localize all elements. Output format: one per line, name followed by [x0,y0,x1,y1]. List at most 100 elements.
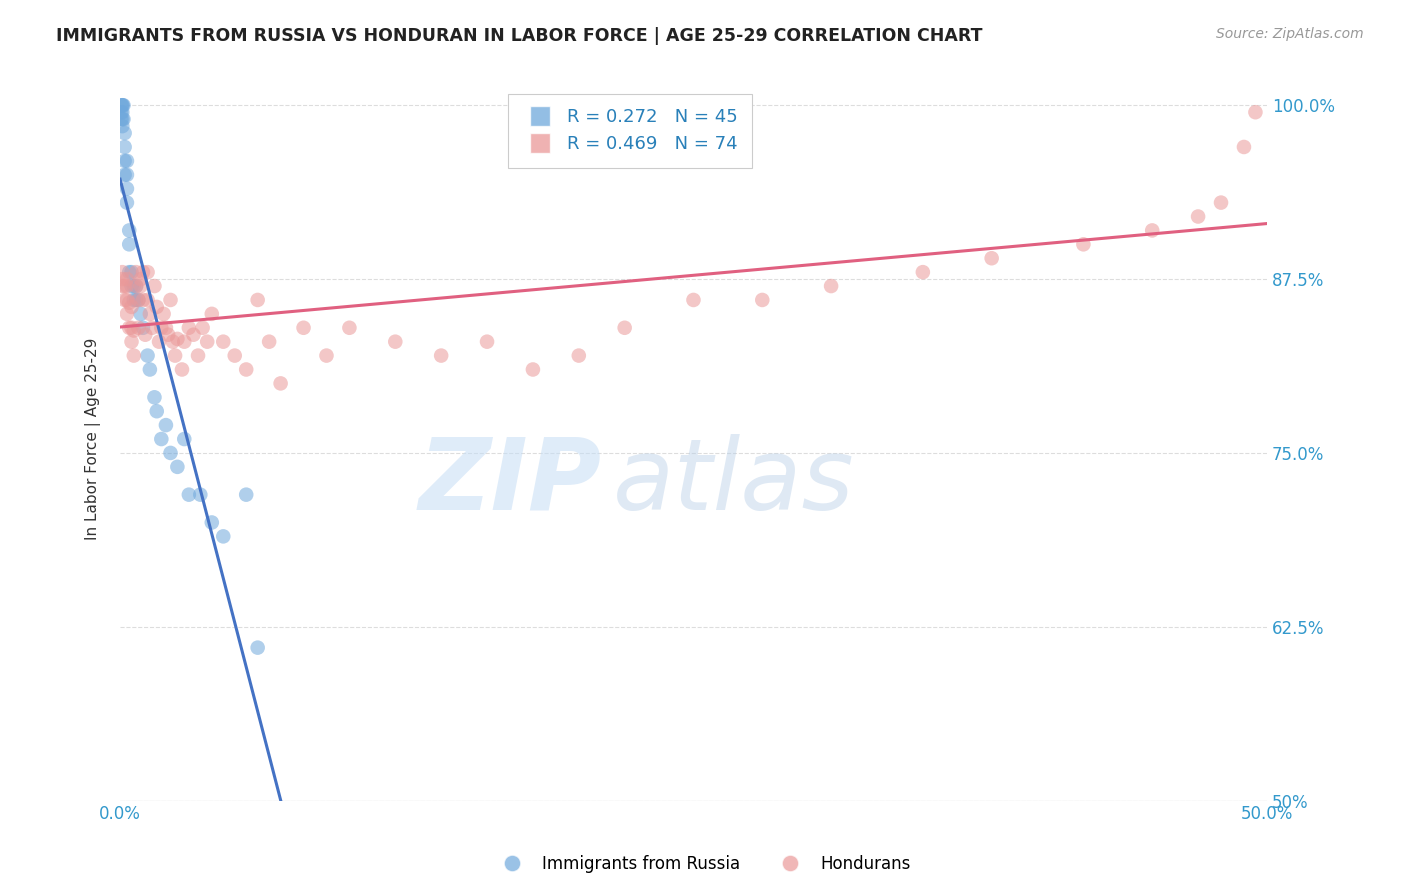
Point [141,320,163,334]
Point [183,327,205,342]
Point [111,119,134,133]
Point [235,488,257,502]
Text: atlas: atlas [613,434,855,531]
Point [121,279,143,293]
Point [165,349,187,363]
Point [111,98,134,112]
Point [148,334,170,349]
Point [1244,105,1267,120]
Point [118,320,141,334]
Point [1140,223,1163,237]
Point [155,418,177,433]
Point [127,293,149,307]
Point [751,293,773,307]
Point [111,272,134,286]
Point [1233,140,1256,154]
Point [118,295,141,310]
Point [257,334,280,349]
Point [246,640,269,655]
Point [122,349,145,363]
Point [121,334,143,349]
Point [212,334,235,349]
Point [159,293,181,307]
Point [114,279,136,293]
Point [115,307,138,321]
Point [115,182,138,196]
Point [682,293,704,307]
Point [121,300,143,314]
Point [173,334,195,349]
Point [166,332,188,346]
Legend: Immigrants from Russia, Hondurans: Immigrants from Russia, Hondurans [489,848,917,880]
Text: Source: ZipAtlas.com: Source: ZipAtlas.com [1216,27,1364,41]
Point [132,293,155,307]
Point [145,300,167,314]
Point [122,293,145,307]
Point [114,153,136,168]
Point [132,265,155,279]
Point [166,459,188,474]
Point [125,265,148,279]
Point [150,320,173,334]
Point [111,112,134,127]
Point [246,293,269,307]
Point [129,279,152,293]
Point [114,126,136,140]
Point [143,390,166,404]
Point [132,320,155,334]
Point [820,279,842,293]
Point [125,279,148,293]
Point [613,320,636,334]
Point [115,272,138,286]
Point [118,237,141,252]
Point [201,516,224,530]
Point [235,362,257,376]
Point [170,362,193,376]
Point [112,98,135,112]
Point [110,98,132,112]
Point [121,265,143,279]
Point [522,362,544,376]
Point [111,105,134,120]
Point [125,279,148,293]
Point [111,279,134,293]
Point [191,320,214,334]
Point [121,320,143,334]
Point [122,279,145,293]
Point [127,293,149,307]
Point [1073,237,1095,252]
Point [187,349,209,363]
Text: ZIP: ZIP [419,434,602,531]
Point [115,279,138,293]
Point [129,307,152,321]
Point [159,446,181,460]
Point [224,349,246,363]
Point [384,334,406,349]
Point [129,272,152,286]
Point [139,307,162,321]
Point [118,223,141,237]
Point [125,293,148,307]
Point [134,327,156,342]
Point [155,320,177,334]
Y-axis label: In Labor Force | Age 25-29: In Labor Force | Age 25-29 [86,338,101,541]
Point [110,105,132,120]
Point [315,349,337,363]
Point [136,293,159,307]
Point [118,265,141,279]
Point [201,307,224,321]
Point [177,320,200,334]
Point [114,140,136,154]
Point [980,252,1002,266]
Point [111,265,134,279]
Point [212,529,235,543]
Legend: R = 0.272   N = 45, R = 0.469   N = 74: R = 0.272 N = 45, R = 0.469 N = 74 [508,94,752,168]
Point [1209,195,1232,210]
Point [195,334,218,349]
Point [568,349,591,363]
Point [173,432,195,446]
Point [145,404,167,418]
Point [115,168,138,182]
Point [150,432,173,446]
Point [127,320,149,334]
